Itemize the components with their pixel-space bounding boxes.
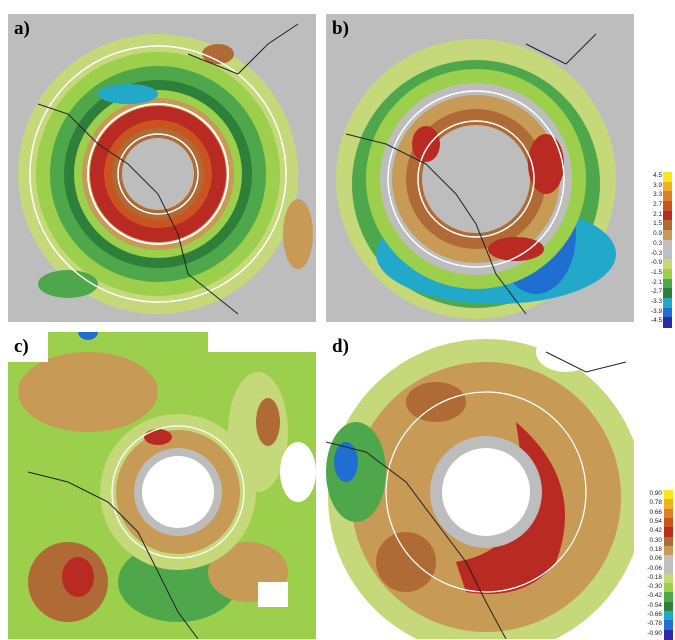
colorbar-top-tick-label: -2.1 bbox=[650, 278, 662, 286]
colorbar-bottom-tick-label: -0.18 bbox=[647, 573, 662, 581]
colorbar-top: 4.5 3.9 3.3 2.7 2.1 1.5 0.9 0.3 -0.3 -0.9 -1.5 -2.1… bbox=[638, 172, 675, 328]
colorbar-top-tick-label: -0.9 bbox=[650, 259, 662, 267]
panel-label-a: a) bbox=[14, 18, 30, 39]
colorbar-bottom-swatch bbox=[664, 490, 673, 500]
colorbar-bottom-tick-label: 0.78 bbox=[649, 499, 662, 507]
colorbar-bottom-labels: 0.90 0.78 0.66 0.54 0.42 0.30 0.18 0.06 -0.06 -0.… bbox=[638, 490, 662, 639]
map-a bbox=[8, 14, 316, 322]
map-c bbox=[8, 332, 316, 639]
colorbar-top-swatch bbox=[663, 297, 672, 309]
colorbar-top-tick-label: -4.5 bbox=[650, 317, 662, 325]
colorbar-top-tick-label: -2.7 bbox=[650, 288, 662, 296]
colorbar-top-tick-label: -3.3 bbox=[650, 297, 662, 305]
colorbar-bottom-swatch bbox=[664, 536, 673, 547]
colorbar-bottom-swatch bbox=[664, 629, 673, 640]
panel-a: a) bbox=[8, 14, 316, 322]
panel-b: b) bbox=[326, 14, 634, 322]
colorbar-top-swatch bbox=[663, 278, 672, 289]
colorbar-bottom-tick-label: 0.06 bbox=[649, 555, 662, 563]
colorbar-top-swatch bbox=[663, 239, 672, 250]
colorbar-top-tick-label: 2.7 bbox=[653, 201, 662, 209]
colorbar-bottom-swatch bbox=[664, 601, 673, 612]
colorbar-top-swatch bbox=[663, 201, 672, 212]
colorbar-bottom-swatch bbox=[664, 508, 673, 519]
panel-label-b: b) bbox=[332, 18, 349, 39]
colorbar-bottom-swatch bbox=[664, 499, 673, 510]
colorbar-bottom-tick-label: -0.78 bbox=[647, 620, 662, 628]
panel-d: d) bbox=[326, 332, 634, 639]
colorbar-top-tick-label: 0.9 bbox=[653, 230, 662, 238]
colorbar-bottom-tick-label: 0.54 bbox=[649, 517, 662, 525]
colorbar-bottom-swatch bbox=[664, 555, 673, 565]
colorbar-bottom-tick-label: -0.90 bbox=[647, 629, 662, 637]
colorbar-bottom-tick-label: -0.06 bbox=[647, 564, 662, 572]
colorbar-top-tick-label: -1.5 bbox=[650, 268, 662, 276]
colorbar-bottom-swatch bbox=[664, 583, 673, 593]
colorbar-top-swatch bbox=[663, 230, 672, 241]
colorbar-top-swatch bbox=[663, 259, 672, 270]
colorbar-top-swatch bbox=[663, 268, 672, 280]
colorbar-top-swatch bbox=[663, 317, 672, 328]
colorbar-top-labels: 4.5 3.9 3.3 2.7 2.1 1.5 0.9 0.3 -0.3 -0.9 -1.5 -2.1… bbox=[638, 172, 662, 327]
colorbar-bottom-tick-label: -0.42 bbox=[647, 592, 662, 600]
panel-label-d: d) bbox=[332, 336, 349, 357]
colorbar-bottom-tick-label: 0.90 bbox=[649, 490, 662, 497]
colorbar-bottom-swatch bbox=[664, 620, 673, 631]
colorbar-bottom-swatch bbox=[664, 611, 673, 621]
colorbar-top-swatch bbox=[663, 220, 672, 231]
colorbar-top-swatch bbox=[663, 288, 672, 299]
panel-c: c) bbox=[8, 332, 316, 639]
colorbar-top-tick-label: 1.5 bbox=[653, 220, 662, 228]
colorbar-bottom-swatch bbox=[664, 573, 673, 584]
colorbar-top-tick-label: 3.9 bbox=[653, 181, 662, 189]
colorbar-top-tick-label: 3.3 bbox=[653, 191, 662, 199]
colorbar-top-tick-label: 2.1 bbox=[653, 210, 662, 218]
colorbar-top-strip bbox=[663, 172, 672, 328]
map-b bbox=[326, 14, 634, 322]
colorbar-bottom-tick-label: 0.30 bbox=[649, 536, 662, 544]
colorbar-top-swatch bbox=[663, 172, 672, 183]
panel-label-c: c) bbox=[14, 336, 29, 357]
map-d bbox=[326, 332, 634, 639]
colorbar-top-swatch bbox=[663, 210, 672, 221]
colorbar-top-tick-label: 4.5 bbox=[653, 172, 662, 179]
colorbar-bottom-tick-label: 0.66 bbox=[649, 508, 662, 516]
colorbar-bottom-tick-label: -0.54 bbox=[647, 601, 662, 609]
colorbar-bottom-swatch bbox=[664, 527, 673, 538]
colorbar-bottom-swatch bbox=[664, 545, 673, 556]
colorbar-top-tick-label: -3.9 bbox=[650, 307, 662, 315]
colorbar-bottom-tick-label: 0.42 bbox=[649, 527, 662, 535]
colorbar-top-swatch bbox=[663, 307, 672, 318]
colorbar-bottom: 0.90 0.78 0.66 0.54 0.42 0.30 0.18 0.06 -0.06 -0.… bbox=[638, 490, 675, 640]
colorbar-top-swatch bbox=[663, 249, 672, 260]
colorbar-bottom-swatch bbox=[664, 592, 673, 603]
colorbar-bottom-swatch bbox=[664, 517, 673, 528]
colorbar-top-swatch bbox=[663, 181, 672, 192]
colorbar-top-tick-label: 0.3 bbox=[653, 239, 662, 247]
colorbar-top-swatch bbox=[663, 191, 672, 202]
colorbar-bottom-tick-label: -0.66 bbox=[647, 611, 662, 619]
colorbar-bottom-swatch bbox=[664, 564, 673, 575]
colorbar-bottom-tick-label: 0.18 bbox=[649, 545, 662, 553]
colorbar-bottom-tick-label: -0.30 bbox=[647, 583, 662, 591]
colorbar-bottom-strip bbox=[664, 490, 673, 640]
colorbar-top-tick-label: -0.3 bbox=[650, 249, 662, 257]
